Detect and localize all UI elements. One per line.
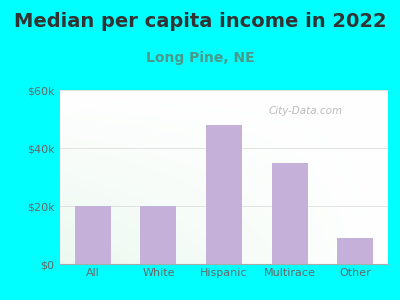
Bar bbox=[75, 206, 111, 264]
Bar bbox=[272, 163, 308, 264]
Bar bbox=[206, 125, 242, 264]
Bar bbox=[140, 206, 176, 264]
Text: Median per capita income in 2022: Median per capita income in 2022 bbox=[14, 12, 386, 31]
Text: Long Pine, NE: Long Pine, NE bbox=[146, 51, 254, 65]
Text: City-Data.com: City-Data.com bbox=[269, 106, 343, 116]
Bar bbox=[337, 238, 373, 264]
